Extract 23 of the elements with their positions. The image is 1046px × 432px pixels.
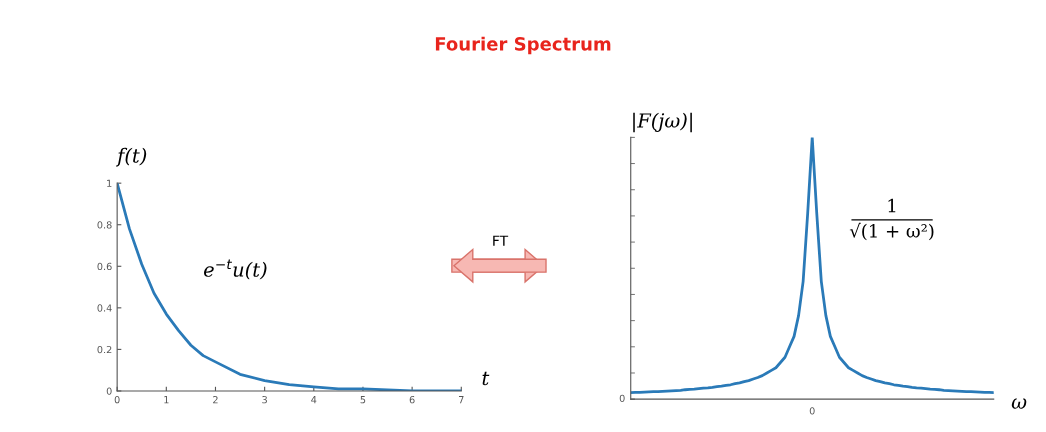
x-tick-label: 5 <box>360 396 366 404</box>
text: FT <box>493 235 509 246</box>
y-axis-title: f(t) <box>115 147 147 167</box>
x-tick-label: 4 <box>311 396 317 404</box>
text: 0 <box>809 407 815 415</box>
annotation: e$^{−t}$u(t) <box>204 259 267 280</box>
y-tick-label: 0.8 <box>97 221 112 229</box>
x-tick-label: 0 <box>114 395 120 404</box>
annotation: 1 √(1 + ω²) <box>849 198 934 241</box>
x-tick-label: 2 <box>213 395 218 404</box>
y-tick-label: 1 <box>107 179 112 187</box>
x-axis-title: t <box>482 371 490 386</box>
x-axis-title: ω <box>1011 398 1027 409</box>
x-tick-label: 7 <box>458 396 464 404</box>
y-tick-label: 0.2 <box>97 345 112 354</box>
x-tick-label: 3 <box>262 395 267 404</box>
x-tick-label: 6 <box>409 395 415 404</box>
y-tick-label: 0.4 <box>97 304 112 312</box>
x-tick-label: 1 <box>164 396 169 404</box>
y-axis-title: |F(jω)| <box>633 112 692 133</box>
y-tick-label: 0.6 <box>97 262 112 271</box>
text: Fourier Spectrum <box>435 36 611 55</box>
y-tick-label: 0 <box>106 387 112 395</box>
